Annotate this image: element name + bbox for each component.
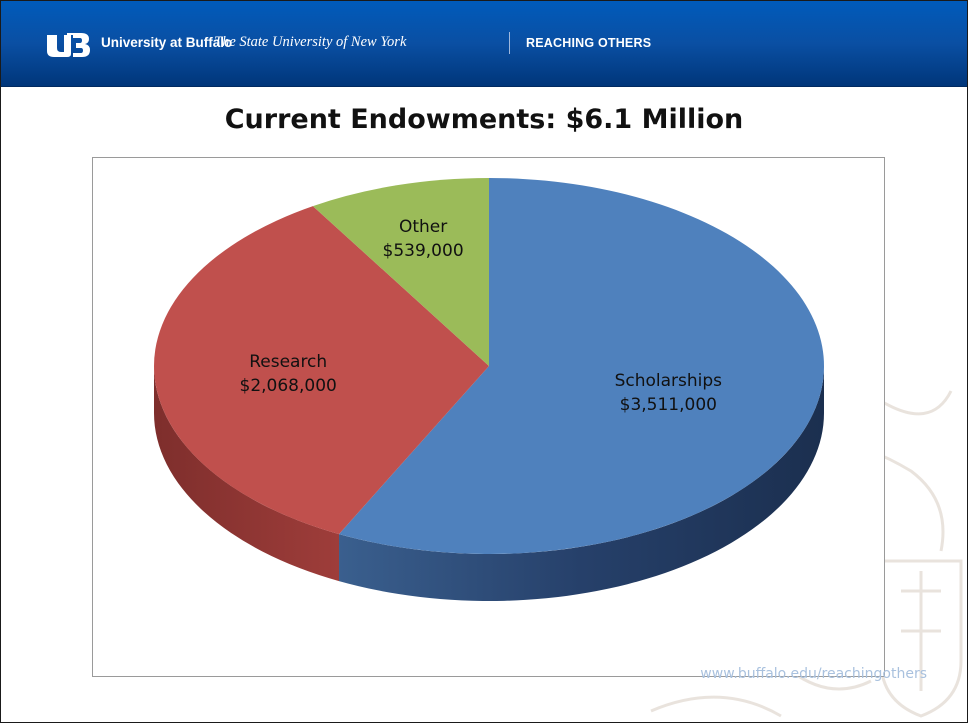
pie-chart: Scholarships $3,511,000 Research $2,068,000… [154, 178, 825, 601]
slice-value-other: $539,000 [383, 241, 464, 261]
chart-title: Current Endowments: $6.1 Million [224, 104, 744, 135]
pie-side-scholarships [339, 366, 824, 601]
university-subtitle: The State University of New York [214, 34, 407, 50]
chart-area: Scholarships $3,511,000 Research $2,068,000… [92, 157, 885, 677]
ub-logo-icon [47, 33, 90, 57]
footer-url: www.buffalo.edu/reachingothers [700, 666, 927, 682]
slice-value-scholarships: $3,511,000 [620, 395, 717, 415]
pie-slice-scholarships [339, 178, 825, 554]
slice-value-research: $2,068,000 [240, 376, 337, 396]
university-name: University at Buffalo [101, 35, 233, 50]
slice-label-research: Research [249, 352, 327, 372]
pie-slice-other [312, 178, 489, 366]
slice-label-other: Other [399, 217, 447, 237]
header-tagline: REACHING OTHERS [526, 36, 652, 50]
header-divider [509, 32, 510, 54]
pie-slice-research [154, 206, 489, 535]
pie-side-research [154, 366, 340, 582]
header-bar: University at Buffalo The State Universi… [1, 1, 967, 87]
slice-label-scholarships: Scholarships [615, 371, 723, 391]
